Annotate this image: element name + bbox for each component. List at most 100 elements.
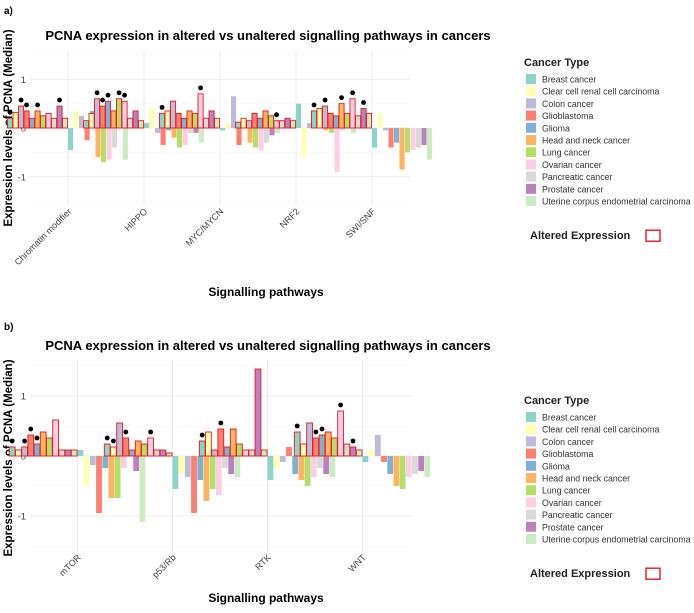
bar-altered: [70, 449, 78, 457]
significance-dot: [100, 97, 105, 103]
bar-altered: [318, 434, 326, 457]
bar-altered: [242, 449, 249, 457]
bar-altered: [27, 434, 35, 457]
bar-altered: [306, 422, 313, 457]
bar-altered: [159, 112, 166, 129]
bar-altered: [175, 112, 182, 129]
bar-unaltered: [412, 456, 418, 474]
bar-unaltered: [351, 128, 357, 133]
bar-unaltered: [139, 456, 146, 522]
bar-unaltered: [234, 456, 241, 477]
bar-altered: [360, 108, 367, 129]
legend-item-label: Head and neck cancer: [542, 474, 630, 484]
significance-dot: [218, 420, 224, 426]
bar-altered: [165, 452, 173, 457]
significance-dot: [123, 429, 129, 435]
altered-expression-swatch: [645, 229, 661, 242]
bar-altered: [110, 446, 117, 457]
significance-dot: [7, 109, 13, 115]
significance-dot: [9, 438, 15, 444]
legend-title: Cancer Type: [524, 395, 589, 407]
plot-area-a: -1 0 1 Chromatin modifier HIPPO MYC/MYCN NRF2 S…: [7, 50, 433, 267]
bar-altered: [141, 443, 148, 457]
bar-altered: [56, 105, 63, 129]
bar-altered: [333, 115, 340, 129]
bar-altered: [257, 117, 264, 129]
bar-unaltered: [317, 456, 323, 468]
panel-label-b: b): [4, 322, 13, 333]
legend-item-label: Pancreatic cancer: [542, 510, 612, 520]
bar-unaltered: [106, 128, 112, 160]
bar-unaltered: [73, 110, 79, 128]
legend-b: Cancer Type Breast cancer Clear cell renal…: [524, 395, 691, 580]
bar-altered: [240, 117, 247, 129]
bar-unaltered: [84, 128, 90, 141]
bar-altered: [229, 428, 237, 457]
bar-altered: [300, 443, 307, 457]
bar-unaltered: [215, 456, 222, 495]
legend-swatch: [526, 473, 536, 483]
bar-altered: [46, 437, 53, 457]
bar-altered: [344, 112, 351, 129]
significance-dot: [34, 435, 40, 441]
bar-unaltered: [267, 456, 274, 480]
bar-unaltered: [77, 450, 84, 456]
bar-altered: [316, 108, 323, 129]
significance-dot: [350, 438, 356, 444]
bar-unaltered: [231, 96, 237, 128]
significance-dot: [116, 90, 122, 96]
bar-unaltered: [275, 128, 281, 133]
bar-unaltered: [416, 128, 422, 148]
bar-unaltered: [209, 456, 216, 489]
panel-a: a) PCNA expression in altered vs unalter…: [0, 0, 694, 302]
legend-swatch: [526, 171, 536, 182]
bar-altered: [29, 117, 36, 129]
legend-item-label: Glioblastoma: [542, 449, 593, 459]
x-tick-label: MYC/MYCN: [184, 206, 226, 248]
bar-altered: [62, 117, 69, 129]
bar-altered: [236, 443, 243, 457]
bar-altered: [128, 449, 136, 457]
bar-unaltered: [387, 456, 394, 474]
x-tick-label: RTK: [253, 552, 273, 572]
bar-altered: [7, 117, 14, 129]
x-tick-label: NRF2: [278, 206, 302, 230]
bar-unaltered: [405, 128, 411, 153]
bar-unaltered: [101, 128, 107, 163]
significance-dot: [104, 435, 110, 441]
significance-dot: [57, 97, 62, 103]
bar-altered: [214, 117, 221, 129]
legend-item-label: Head and neck cancer: [542, 136, 630, 146]
bar-unaltered: [286, 447, 292, 456]
bar-altered: [290, 120, 297, 129]
significance-dot: [22, 438, 27, 444]
legend-item-label: Glioma: [542, 461, 570, 471]
bar-altered: [197, 93, 204, 129]
altered-expression-label: Altered Expression: [530, 230, 631, 242]
bar-unaltered: [199, 128, 205, 143]
bar-altered: [268, 115, 275, 129]
altered-expression-label: Altered Expression: [530, 568, 631, 580]
bar-altered: [246, 120, 253, 129]
bar-altered: [153, 449, 161, 457]
bar-unaltered: [368, 450, 375, 456]
bar-altered: [355, 449, 363, 457]
bar-altered: [18, 105, 25, 129]
bar-altered: [39, 431, 47, 457]
bar-unaltered: [172, 456, 179, 489]
significance-dot: [350, 90, 355, 96]
legend-swatch: [526, 485, 536, 496]
bar-unaltered: [79, 115, 85, 128]
bar-unaltered: [388, 128, 394, 148]
bar-altered: [83, 120, 90, 129]
bar-altered: [23, 110, 30, 129]
bar-unaltered: [424, 456, 431, 477]
bar-unaltered: [377, 113, 383, 128]
bar-unaltered: [184, 456, 191, 477]
legend-item-label: Uterine corpus endometrial carcinoma: [542, 197, 691, 207]
bar-unaltered: [155, 128, 161, 133]
legend-item-label: Ovarian cancer: [542, 498, 602, 508]
legend-item-label: Breast cancer: [542, 413, 596, 423]
bar-altered: [181, 117, 188, 129]
bar-altered: [105, 100, 112, 129]
